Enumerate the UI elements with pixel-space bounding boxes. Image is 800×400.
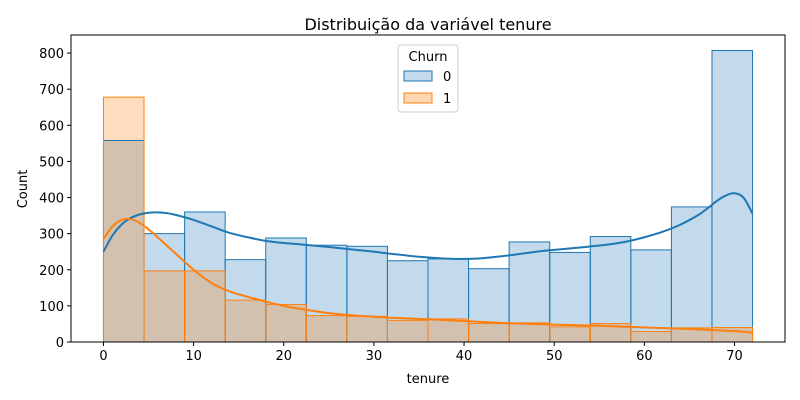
legend-label-1: 1 [443, 92, 451, 107]
x-tick-label-10: 10 [185, 349, 202, 364]
x-tick-label-40: 40 [456, 349, 473, 364]
kde-line-0 [102, 192, 754, 260]
y-tick-label-200: 200 [39, 264, 64, 279]
y-tick-label-500: 500 [39, 155, 64, 170]
y-axis: 0 100 200 300 400 500 600 700 800 [39, 47, 71, 351]
y-axis-label: Count [16, 170, 31, 209]
y-tick-label-300: 300 [39, 228, 64, 243]
legend-swatch-1 [403, 92, 433, 104]
x-tick-label-50: 50 [546, 349, 563, 364]
plot-frame [70, 34, 786, 343]
x-axis-label: tenure [407, 372, 450, 387]
kde-line-1 [102, 217, 753, 334]
legend-swatch-0 [403, 70, 433, 82]
histogram-fill-1 [103, 97, 753, 343]
y-tick-label-700: 700 [39, 83, 64, 98]
y-tick-label-400: 400 [39, 192, 64, 207]
plot-area [102, 50, 754, 343]
y-tick-label-0: 0 [56, 336, 64, 351]
chart-title: Distribuição da variável tenure [304, 15, 551, 34]
x-tick-label-30: 30 [366, 349, 383, 364]
legend-label-0: 0 [443, 70, 451, 85]
x-axis: 0 10 20 30 40 50 60 70 [99, 342, 743, 364]
x-tick-label-0: 0 [99, 349, 107, 364]
y-tick-label-100: 100 [39, 300, 64, 315]
legend: Churn 0 1 [397, 44, 459, 113]
legend-title: Churn [409, 50, 448, 65]
y-tick-label-600: 600 [39, 119, 64, 134]
x-tick-label-60: 60 [636, 349, 653, 364]
x-tick-label-70: 70 [726, 349, 743, 364]
y-tick-label-800: 800 [39, 47, 64, 62]
x-tick-label-20: 20 [275, 349, 292, 364]
